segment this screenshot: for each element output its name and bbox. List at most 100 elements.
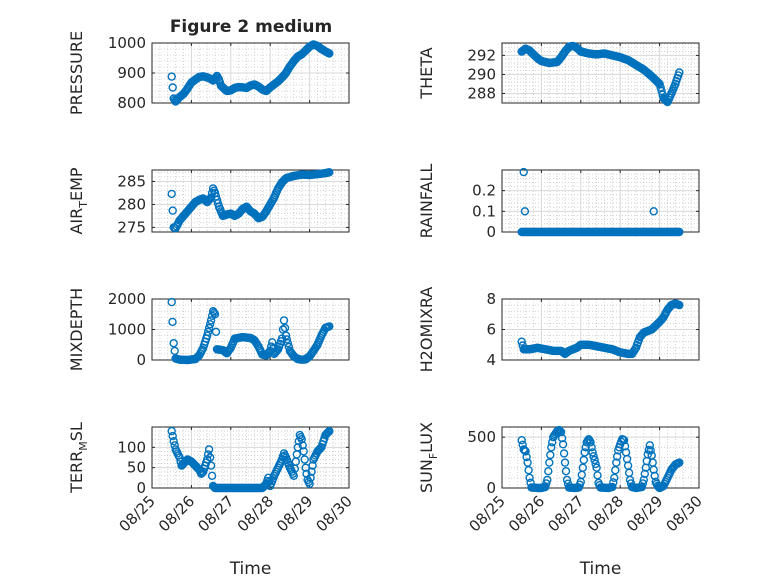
data-point: [519, 445, 528, 454]
data-point: [630, 345, 640, 354]
data-point: [675, 68, 684, 77]
y-tick-label: 288: [467, 84, 496, 102]
y-tick-label: 100: [117, 438, 146, 456]
data-point: [560, 458, 570, 467]
data-point: [204, 195, 214, 205]
data-point: [524, 466, 533, 475]
data-point: [613, 452, 622, 461]
data-point: [612, 458, 621, 467]
data-point: [268, 338, 277, 347]
data-point: [169, 339, 178, 348]
data-point: [210, 310, 220, 319]
data-point: [305, 479, 314, 489]
data-point: [518, 440, 527, 449]
data-series: [517, 41, 684, 107]
data-point: [204, 445, 214, 454]
subplot-mixdepth: 0 1000 2000 MIXDEPTH: [67, 288, 350, 371]
data-series: [167, 297, 334, 365]
data-point: [299, 447, 308, 456]
data-point: [522, 452, 531, 462]
data-point: [675, 227, 684, 237]
data-point: [645, 441, 654, 450]
data-point: [611, 466, 620, 475]
data-point: [281, 331, 291, 340]
data-point: [168, 83, 177, 92]
data-point: [521, 447, 530, 456]
data-point: [650, 471, 659, 480]
data-point: [649, 465, 658, 474]
data-point: [167, 189, 176, 199]
y-axis-label: THETA: [417, 47, 436, 99]
data-point: [523, 458, 532, 467]
subplot-rainfall: 0 0.1 0.2 RAINFALL: [417, 164, 700, 241]
data-point: [608, 482, 617, 492]
data-point: [557, 434, 567, 443]
y-tick-label: 0: [486, 223, 496, 241]
data-point: [542, 479, 551, 488]
data-point: [520, 207, 530, 216]
y-tick-label: 280: [117, 195, 146, 213]
data-point: [546, 450, 555, 460]
data-point: [175, 453, 184, 462]
data-point: [640, 469, 649, 478]
data-point: [517, 436, 526, 445]
data-point: [590, 455, 599, 465]
y-tick-label: 1000: [108, 321, 146, 339]
data-point: [587, 443, 596, 452]
data-point: [203, 327, 213, 336]
y-tick-label: 0: [486, 479, 496, 497]
data-point: [325, 426, 334, 436]
data-point: [593, 471, 602, 480]
data-point: [167, 72, 176, 81]
data-series: [167, 168, 334, 233]
data-point: [308, 461, 317, 470]
data-point: [545, 458, 554, 467]
data-point: [654, 78, 663, 88]
data-point: [620, 442, 630, 451]
figure-title: Figure 2 medium: [170, 17, 332, 37]
y-tick-label: 0.1: [472, 202, 496, 220]
data-series: [167, 426, 334, 493]
data-point: [547, 443, 556, 452]
data-point: [323, 428, 332, 438]
y-tick-label: 900: [117, 64, 146, 82]
data-point: [554, 425, 564, 435]
y-axis-label: MIXDEPTH: [67, 288, 86, 371]
data-point: [300, 455, 309, 464]
data-point: [167, 297, 176, 307]
data-point: [306, 473, 315, 482]
subplot-h2omixra: 4 6 8 H2OMIXRA: [417, 287, 700, 372]
data-point: [307, 467, 316, 476]
y-tick-label: 4: [486, 351, 496, 369]
x-axis-label: Time: [579, 559, 622, 579]
y-tick-label: 500: [467, 428, 496, 446]
y-tick-label: 275: [117, 218, 146, 236]
data-point: [675, 300, 684, 310]
data-point: [283, 339, 293, 348]
data-point: [656, 83, 665, 92]
data-point: [284, 342, 294, 352]
axes-box: [151, 169, 350, 233]
data-point: [279, 316, 289, 325]
y-tick-label: 1000: [108, 34, 146, 52]
y-tick-label: 0.2: [472, 182, 496, 200]
data-point: [325, 49, 334, 58]
data-point: [280, 323, 290, 333]
data-point: [591, 459, 600, 469]
data-point: [675, 458, 684, 467]
data-point: [646, 446, 655, 455]
data-point: [169, 437, 178, 446]
y-tick-label: 6: [486, 321, 496, 339]
data-point: [580, 448, 589, 457]
subplot-air-temp: 275 280 285 AIRTEMP: [67, 167, 350, 236]
data-point: [558, 440, 568, 449]
data-point: [519, 167, 528, 177]
y-tick-label: 0: [136, 351, 146, 369]
data-point: [639, 475, 648, 485]
data-point: [298, 441, 307, 450]
x-axis-label: Time: [229, 559, 272, 579]
data-point: [544, 467, 553, 476]
data-point: [559, 449, 569, 458]
